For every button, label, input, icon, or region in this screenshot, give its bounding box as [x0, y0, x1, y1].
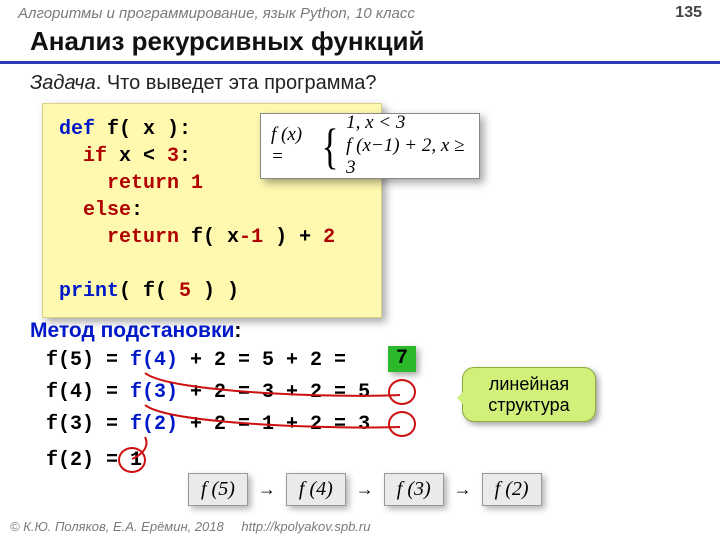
subst-text: f(5) =	[46, 349, 130, 372]
code-text: :	[131, 199, 143, 222]
code-kw: if	[59, 145, 107, 168]
subst-call: f(4)	[130, 349, 178, 372]
chain-node: f (3)	[384, 473, 444, 506]
code-text: ) +	[263, 226, 323, 249]
code-text: x <	[107, 145, 167, 168]
code-text: :	[179, 145, 191, 168]
arrow-icon: →	[356, 479, 374, 500]
code-num: 3	[167, 145, 179, 168]
call-chain: f (5) → f (4) → f (3) → f (2)	[188, 473, 542, 506]
code-text: ) )	[191, 280, 239, 303]
title-rule	[0, 61, 720, 64]
callout-line: линейная	[473, 374, 585, 395]
task-text: . Что выведет эта программа?	[96, 72, 377, 94]
subst-text: + 2 = 1 + 2 =	[178, 413, 358, 436]
code-text: f( x ):	[95, 118, 191, 141]
code-kw: return	[59, 172, 179, 195]
task-line: Задача. Что выведет эта программа?	[0, 70, 720, 103]
code-num: 1	[179, 172, 203, 195]
subst-row: f(5) = f(4) + 2 = 5 + 2 =	[46, 349, 346, 372]
code-op: -	[239, 226, 251, 249]
footer-url: http://kpolyakov.spb.ru	[241, 519, 370, 534]
subst-text: + 2 = 3 + 2 =	[178, 381, 358, 404]
subst-text: f(4) =	[46, 381, 130, 404]
subst-text: + 2 = 5 + 2 =	[178, 349, 346, 372]
course-label: Алгоритмы и программирование, язык Pytho…	[18, 5, 415, 22]
callout-line: структура	[473, 395, 585, 416]
colon: :	[234, 319, 241, 342]
brace-icon: {	[322, 121, 339, 171]
code-num: 2	[323, 226, 335, 249]
callout-linear: линейная структура	[462, 367, 596, 422]
subst-text: f(3) =	[46, 413, 130, 436]
subst-result: 3	[358, 413, 370, 436]
copyright: © К.Ю. Поляков, Е.А. Ерёмин, 2018	[10, 519, 224, 534]
code-kw: print	[59, 280, 119, 303]
code-kw: else	[59, 199, 131, 222]
code-num: 1	[251, 226, 263, 249]
math-case: 1, x < 3	[346, 112, 469, 135]
circle-icon	[118, 447, 146, 473]
content-area: def f( x ): if x < 3: return 1 else: ret…	[0, 103, 720, 533]
math-definition: f (x) = { 1, x < 3 f (x−1) + 2, x ≥ 3	[260, 113, 480, 179]
slide-title: Анализ рекурсивных функций	[0, 24, 720, 61]
slide-header: Алгоритмы и программирование, язык Pytho…	[0, 0, 720, 24]
result-highlight: 7	[388, 346, 416, 372]
subst-result: 5	[358, 381, 370, 404]
math-cases: 1, x < 3 f (x−1) + 2, x ≥ 3	[346, 112, 469, 180]
chain-node: f (4)	[286, 473, 346, 506]
chain-node: f (2)	[482, 473, 542, 506]
arrow-icon: →	[258, 479, 276, 500]
circle-icon	[388, 411, 416, 437]
math-lhs: f (x) =	[271, 124, 316, 168]
code-text: ( f(	[119, 280, 179, 303]
task-label: Задача	[30, 72, 96, 94]
substitution-title-text: Метод подстановки	[30, 319, 234, 342]
code-kw: return	[59, 226, 179, 249]
math-case: f (x−1) + 2, x ≥ 3	[346, 135, 469, 181]
subst-call: f(2)	[130, 413, 178, 436]
circle-icon	[388, 379, 416, 405]
code-kw: def	[59, 118, 95, 141]
arrow-icon: →	[454, 479, 472, 500]
code-num: 5	[179, 280, 191, 303]
page-number: 135	[675, 4, 702, 22]
slide-footer: © К.Ю. Поляков, Е.А. Ерёмин, 2018 http:/…	[10, 519, 370, 534]
chain-node: f (5)	[188, 473, 248, 506]
code-text: f( x	[179, 226, 239, 249]
subst-call: f(3)	[130, 381, 178, 404]
substitution-title: Метод подстановки:	[30, 319, 241, 343]
subst-row: f(4) = f(3) + 2 = 3 + 2 = 5	[46, 381, 370, 404]
subst-row: f(3) = f(2) + 2 = 1 + 2 = 3	[46, 413, 370, 436]
